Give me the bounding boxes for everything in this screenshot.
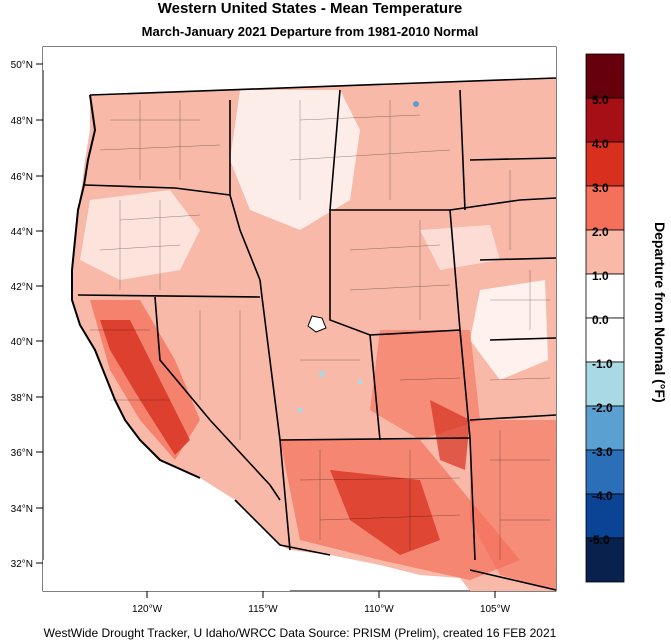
cool-spot-utah-1: [319, 371, 325, 377]
lat-label: 40°N: [11, 337, 33, 348]
hot-zone-sierra: [100, 320, 190, 455]
legend-label: 2.0: [592, 225, 609, 239]
legend-swatch: [585, 273, 625, 319]
canada-land: [43, 47, 556, 95]
legend-swatch: [585, 317, 625, 363]
land-area: [43, 47, 556, 591]
cool-spot-utah-2: [297, 407, 303, 413]
mexico-land: [43, 478, 290, 591]
lat-label: 38°N: [11, 393, 33, 404]
legend-swatch: [585, 449, 625, 495]
state-boundaries: [77, 77, 557, 591]
lat-label: 48°N: [11, 116, 33, 127]
cool-spot-utah-3: [357, 379, 363, 385]
legend-label: 3.0: [592, 181, 609, 195]
neutral-patch-oregon: [80, 190, 200, 280]
legend-swatch: [585, 97, 625, 143]
legend-swatch: [585, 405, 625, 451]
legend-label: -5.0: [589, 533, 610, 547]
longitude-labels: 120°W 115°W 110°W 105°W: [132, 604, 511, 615]
lon-label: 110°W: [364, 604, 394, 615]
map-subtitle: March-January 2021 Departure from 1981-2…: [141, 24, 479, 39]
great-salt-lake: [307, 315, 327, 333]
legend-colorbar: [585, 53, 625, 583]
footer-credit: WestWide Drought Tracker, U Idaho/WRCC D…: [43, 626, 557, 640]
legend-label: 5.0: [592, 93, 609, 107]
legend-label: -4.0: [592, 489, 613, 503]
neutral-patch-nebraska: [420, 225, 500, 270]
lon-label: 105°W: [480, 604, 511, 615]
legend-swatch: [585, 141, 625, 187]
legend-swatch: [585, 493, 625, 539]
legend-label: 4.0: [592, 137, 609, 151]
axis-ticks: [36, 63, 496, 598]
county-lines: [90, 100, 551, 560]
legend-title: Departure from Normal (°F): [652, 222, 668, 403]
legend-swatch: [585, 537, 625, 583]
lat-label: 42°N: [11, 282, 33, 293]
legend-label: -3.0: [592, 445, 613, 459]
lat-label: 36°N: [11, 448, 33, 459]
lon-label: 115°W: [248, 604, 278, 615]
lat-label: 32°N: [11, 559, 33, 570]
pacific-coastline: [71, 94, 201, 479]
warm-zone-texas: [470, 420, 556, 591]
lat-label: 50°N: [11, 60, 33, 71]
cool-spot-montana: [413, 101, 419, 107]
neutral-patch-north: [230, 90, 360, 230]
lat-label: 34°N: [11, 504, 33, 515]
legend-swatch: [585, 53, 625, 99]
latitude-labels: 50°N 48°N 46°N 44°N 42°N 40°N 38°N 36°N …: [11, 60, 33, 570]
legend-label: 0.0: [592, 313, 609, 327]
legend-labels: 5.0 4.0 3.0 2.0 1.0 0.0 -1.0 -2.0 -3.0 -…: [589, 93, 613, 547]
hot-zone-newmexico: [430, 400, 470, 470]
legend-swatch: [585, 361, 625, 407]
map-title: Western United States - Mean Temperature: [157, 0, 463, 17]
legend-swatch: [585, 185, 625, 231]
lat-label: 44°N: [11, 227, 33, 238]
hot-zone-arizona: [330, 470, 440, 555]
neutral-patch-kansas: [470, 280, 548, 380]
lat-label: 46°N: [11, 172, 33, 183]
lon-label: 120°W: [132, 604, 163, 615]
legend-label: -2.0: [592, 401, 613, 415]
legend-swatch: [585, 229, 625, 275]
legend-label: 1.0: [592, 269, 609, 283]
legend-label: -1.0: [592, 357, 613, 371]
